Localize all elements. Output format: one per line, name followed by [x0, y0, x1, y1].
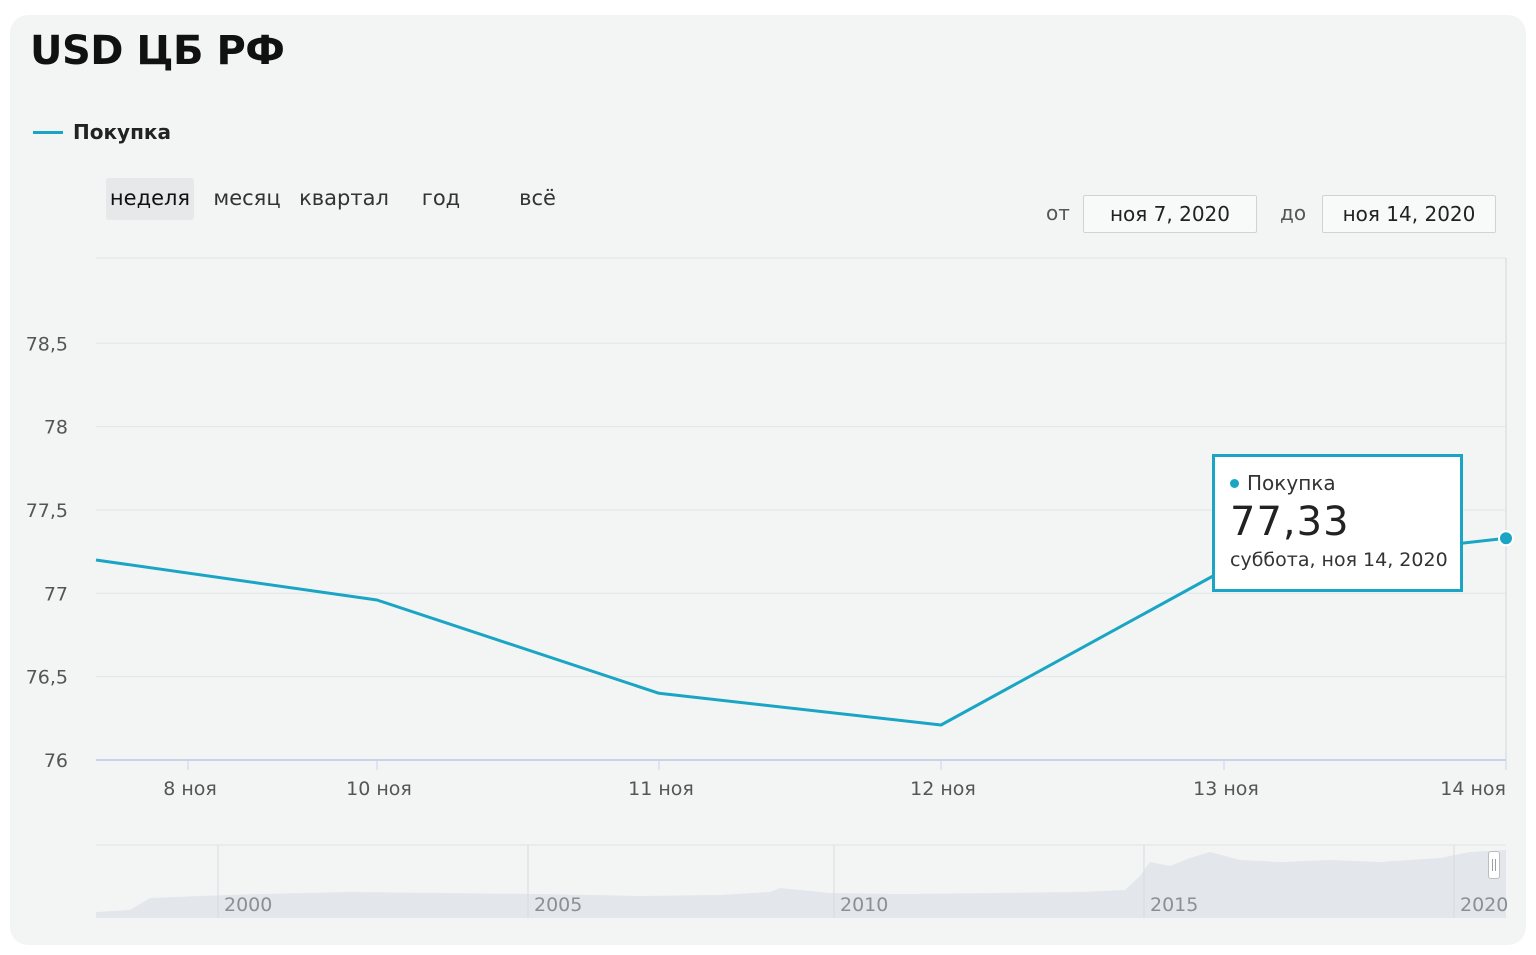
tooltip-date: суббота, ноя 14, 2020: [1230, 549, 1448, 571]
period-quarter-button[interactable]: квартал: [299, 186, 389, 210]
navigator-year-label: 2020: [1460, 894, 1508, 916]
legend[interactable]: Покупка: [33, 120, 171, 144]
range-to-input[interactable]: ноя 14, 2020: [1322, 195, 1496, 233]
y-axis: 76 76,5 77 77,5 78 78,5: [26, 333, 68, 772]
navigator-year-label: 2000: [224, 894, 272, 916]
x-tick-label: 14 ноя: [1440, 778, 1506, 800]
range-navigator[interactable]: 2000 2005 2010 2015 2020: [96, 844, 1508, 918]
y-tick-label: 76: [44, 750, 68, 772]
range-from-input[interactable]: ноя 7, 2020: [1083, 195, 1257, 233]
x-tick-label: 8 ноя: [163, 778, 217, 800]
navigator-drag-handle[interactable]: [1488, 851, 1500, 879]
navigator-year-label: 2010: [840, 894, 888, 916]
tooltip: Покупка 77,33 суббота, ноя 14, 2020: [1212, 454, 1463, 592]
y-tick-label: 77: [44, 583, 68, 605]
x-tick-label: 10 ноя: [346, 778, 412, 800]
page-title: USD ЦБ РФ: [30, 28, 285, 74]
navigator-year-label: 2005: [534, 894, 582, 916]
x-axis: 8 ноя 10 ноя 11 ноя 12 ноя 13 ноя 14 ноя: [163, 760, 1507, 800]
navigator-area: [96, 850, 1506, 918]
x-tick-label: 12 ноя: [910, 778, 976, 800]
tooltip-value: 77,33: [1230, 499, 1350, 545]
y-tick-label: 77,5: [26, 500, 68, 522]
legend-line-swatch: [33, 130, 63, 134]
chart-grid: [96, 257, 1507, 761]
period-month-button[interactable]: месяц: [213, 186, 281, 210]
period-year-button[interactable]: год: [421, 186, 461, 210]
tooltip-series-label: Покупка: [1247, 471, 1336, 495]
period-all-button[interactable]: всё: [519, 186, 556, 210]
highlighted-point-marker[interactable]: [1498, 530, 1514, 547]
tooltip-series: Покупка: [1230, 471, 1460, 495]
range-to-label: до: [1280, 201, 1307, 225]
navigator-year-label: 2015: [1150, 894, 1198, 916]
x-tick-label: 13 ноя: [1193, 778, 1259, 800]
y-tick-label: 78,5: [26, 333, 68, 355]
x-tick-label: 11 ноя: [628, 778, 694, 800]
y-tick-label: 78: [44, 417, 68, 439]
legend-label: Покупка: [73, 120, 171, 144]
tooltip-series-dot-icon: [1230, 478, 1239, 488]
y-tick-label: 76,5: [26, 667, 68, 689]
period-week-button[interactable]: неделя: [106, 178, 194, 220]
range-from-label: от: [1046, 201, 1070, 225]
